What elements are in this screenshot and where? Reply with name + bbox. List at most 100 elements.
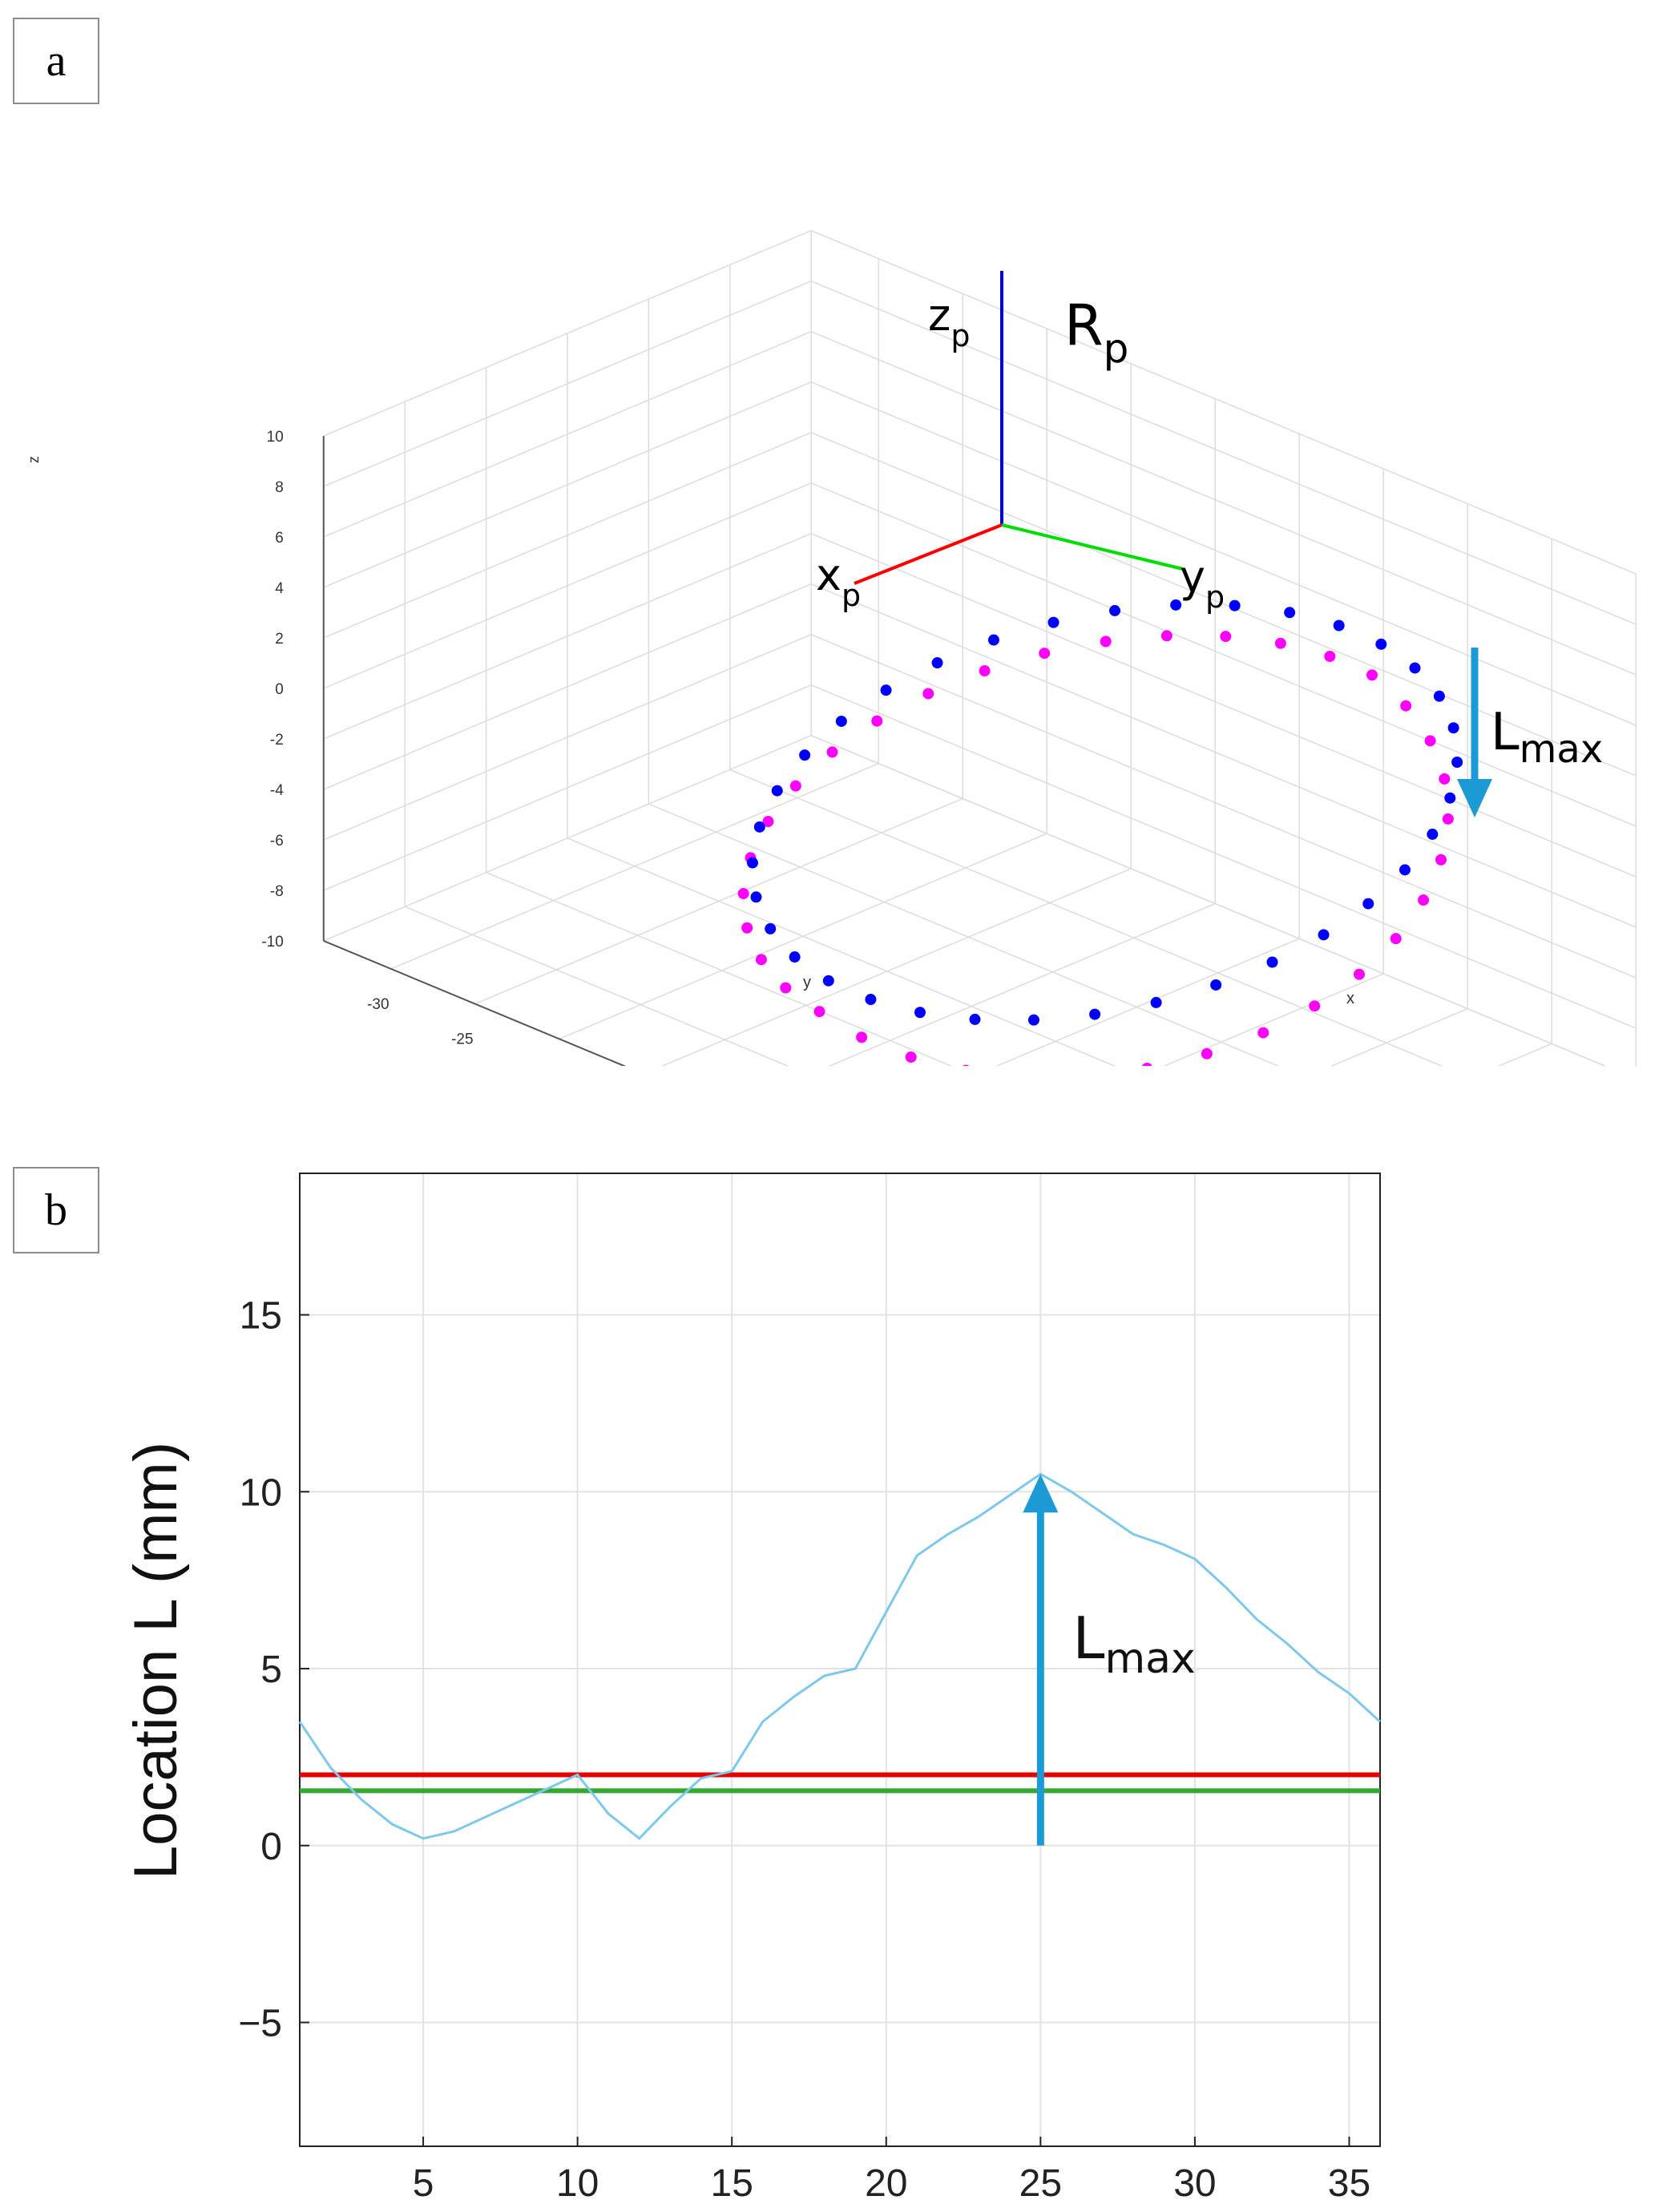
scatter-points (737, 599, 1463, 1066)
y-tick-label: 5 (260, 1649, 282, 1691)
point-magenta (741, 922, 753, 934)
point-blue (771, 785, 783, 797)
point-magenta (1418, 894, 1430, 906)
point-magenta (1309, 1000, 1321, 1012)
z-tick-label: -6 (270, 833, 284, 850)
threshold-lines (300, 1772, 1380, 1794)
point-magenta (1353, 968, 1365, 980)
point-blue (1047, 616, 1059, 628)
point-magenta (1324, 650, 1336, 662)
point-magenta (1390, 933, 1402, 945)
coordinate-frame: zp Rp xp yp (816, 271, 1225, 615)
z-tick-label: -4 (270, 782, 284, 799)
point-magenta (1100, 636, 1112, 648)
x-tick-label: 15 (711, 2162, 753, 2205)
point-blue (789, 951, 801, 963)
z-tick-label: -10 (261, 934, 283, 951)
point-magenta (737, 887, 749, 899)
point-blue (1433, 690, 1445, 702)
point-blue (1399, 864, 1411, 876)
point-blue (1447, 722, 1459, 734)
z-tick-label: -8 (270, 883, 284, 900)
point-blue (865, 994, 877, 1006)
panel-label-a: a (13, 18, 99, 104)
point-magenta (962, 1064, 970, 1066)
x-tick-label: 25 (1019, 2162, 1062, 2205)
point-magenta (813, 1006, 825, 1018)
lmax-arrow: Lmax (1023, 1474, 1196, 1846)
plot-frame (299, 1173, 1381, 2147)
point-blue (1150, 996, 1162, 1008)
chart-location-line: −5 0 5 10 15 5 10 15 20 25 30 35 Lmax Location L (… (122, 1173, 1382, 2205)
y-tick-label: 15 (240, 1295, 282, 1338)
grid-2d (300, 1173, 1380, 2146)
point-magenta (1257, 1027, 1269, 1039)
point-magenta (979, 665, 991, 677)
point-magenta (905, 1051, 917, 1063)
y-axis-label: Location L (mm) (122, 1442, 190, 1879)
point-blue (1409, 662, 1421, 674)
point-magenta (1400, 700, 1412, 712)
x-tick-label: 5 (413, 2162, 434, 2205)
point-blue (1266, 956, 1278, 968)
z-tick-label: 2 (275, 631, 284, 648)
lmax-arrow-3d: Lmax (1457, 648, 1603, 817)
panel-label-b: b (13, 1167, 99, 1253)
y-tick-label: 10 (240, 1471, 282, 1514)
y-tick-label: −5 (238, 2002, 282, 2044)
point-blue (931, 657, 943, 669)
point-magenta (856, 1031, 868, 1043)
axis-label-z: z (26, 456, 42, 463)
point-blue (1333, 620, 1345, 632)
axis-label-x: x (1346, 990, 1354, 1007)
y-tick-label: -25 (451, 1031, 473, 1048)
point-magenta (1442, 813, 1454, 825)
z-tick-label: 8 (275, 479, 284, 496)
point-blue (1318, 929, 1330, 941)
lmax-label-3d: Lmax (1491, 703, 1603, 772)
point-magenta (789, 780, 801, 792)
point-magenta (755, 954, 767, 966)
x-tick-label: 30 (1173, 2162, 1216, 2205)
point-magenta (1141, 1062, 1152, 1066)
x-tick-label: 10 (556, 2162, 599, 2205)
z-tick-label: 10 (267, 429, 284, 446)
point-blue (1362, 898, 1374, 910)
point-blue (1170, 599, 1182, 611)
point-magenta (826, 746, 838, 758)
x-tick-label: 20 (865, 2162, 907, 2205)
y-tick-label: 0 (260, 1826, 282, 1868)
arrow-head (1023, 1474, 1059, 1513)
point-magenta (780, 982, 792, 994)
point-blue (1027, 1014, 1039, 1026)
point-blue (1210, 979, 1222, 991)
point-magenta (1435, 854, 1447, 866)
lmax-label: Lmax (1072, 1605, 1195, 1683)
frame-label-z: zp (928, 290, 970, 353)
point-blue (750, 891, 762, 903)
chart-3d-scatter: 1086420-2-4-6-8-10-30-25-20-15-10-505101… (26, 230, 1637, 1066)
point-magenta (762, 816, 774, 828)
point-blue (765, 922, 777, 934)
point-blue (822, 975, 834, 987)
series-line-location (298, 1472, 1382, 1840)
frame-label-y: yp (1180, 551, 1225, 615)
point-blue (753, 821, 765, 833)
x-tick-labels: 5 10 15 20 25 30 35 (413, 2137, 1370, 2205)
point-blue (987, 634, 999, 646)
tick-labels-3d: 1086420-2-4-6-8-10-30-25-20-15-10-505101… (261, 429, 473, 1048)
point-blue (746, 857, 758, 869)
point-magenta (1160, 630, 1172, 642)
point-magenta (1039, 648, 1051, 660)
point-blue (880, 684, 892, 696)
point-magenta (922, 688, 934, 700)
point-blue (1109, 604, 1121, 616)
point-magenta (1424, 735, 1436, 747)
y-tick-labels: −5 0 5 10 15 (238, 1295, 309, 2044)
frame-label-x: xp (816, 550, 861, 613)
point-magenta (1366, 669, 1378, 681)
z-tick-label: 4 (275, 580, 284, 597)
point-magenta (1220, 631, 1232, 643)
x-tick-label: 35 (1328, 2162, 1370, 2205)
frame-axis-y (1001, 523, 1184, 571)
